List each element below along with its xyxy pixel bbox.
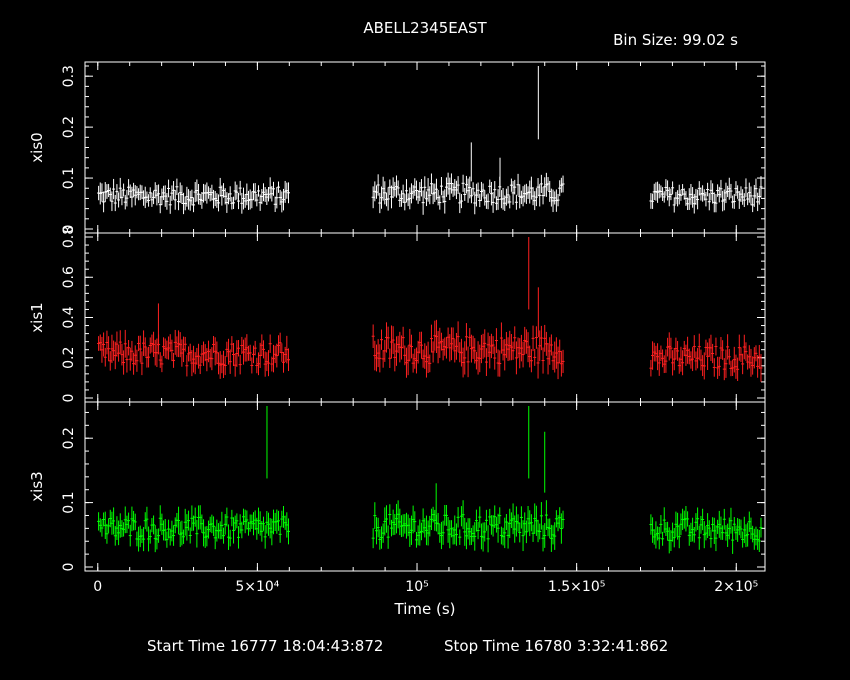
- x-tick-label: 0: [93, 579, 102, 595]
- x-axis-label: Time (s): [394, 600, 456, 618]
- xis0-y-axis-label: xis0: [28, 132, 46, 162]
- xis3-y-axis-label: xis3: [28, 471, 46, 501]
- xis1-y-axis-label: xis1: [28, 302, 46, 332]
- panels-group: 0 0.1 0.2 0.3 xis0 0 0.2 0.4 0.6 0.8 xis1 0 0.1 0.2 xi…: [28, 61, 766, 595]
- xis0-ytick-label: 0.1: [61, 167, 77, 189]
- xis1-data-series: [97, 237, 763, 382]
- xis1-ytick-label: 0: [61, 394, 77, 403]
- xis1-ytick-label: 0.4: [61, 306, 77, 328]
- xis3-ytick-label: 0.2: [61, 427, 77, 449]
- xis0-ytick-label: 0: [61, 225, 77, 234]
- xis1-ytick-label: 0.6: [61, 266, 77, 288]
- stop-time-label: Stop Time 16780 3:32:41:862: [444, 637, 668, 655]
- x-tick-label: 1.5×10⁵: [548, 579, 605, 595]
- xis0-data-series: [97, 66, 763, 215]
- xis0-ytick-label: 0.3: [61, 65, 77, 87]
- panel-xis3: 0 0.1 0.2 xis3: [28, 401, 766, 572]
- x-tick-label: 5×10⁴: [235, 579, 279, 595]
- xis3-frame: [84, 401, 766, 572]
- start-time-label: Start Time 16777 18:04:43:872: [147, 637, 383, 655]
- panel-xis1: 0 0.2 0.4 0.6 0.8 xis1: [28, 226, 766, 403]
- xis1-ytick-label: 0.8: [61, 226, 77, 248]
- xis0-frame: [84, 61, 766, 234]
- xis3-data-series: [97, 406, 763, 554]
- xis3-ytick-label: 0: [61, 563, 77, 572]
- chart-title: ABELL2345EAST: [363, 19, 487, 37]
- x-tick-label: 10⁵: [405, 579, 428, 595]
- xis3-ytick-label: 0.1: [61, 491, 77, 513]
- bin-size-label: Bin Size: 99.02 s: [613, 31, 738, 49]
- xis0-ytick-label: 0.2: [61, 116, 77, 138]
- panel-xis0: 0 0.1 0.2 0.3 xis0: [28, 61, 766, 234]
- xis1-ytick-label: 0.2: [61, 347, 77, 369]
- x-tick-label: 2×10⁵: [714, 579, 758, 595]
- xis1-frame: [84, 232, 766, 403]
